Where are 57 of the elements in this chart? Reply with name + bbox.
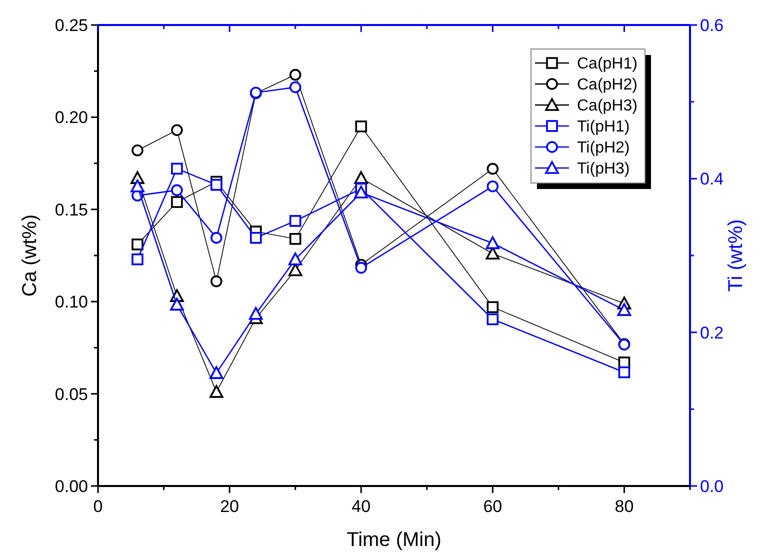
point — [288, 263, 302, 276]
point — [289, 68, 302, 81]
point — [289, 233, 302, 245]
point — [250, 232, 262, 244]
point — [289, 215, 302, 227]
point — [210, 232, 222, 244]
legend-label: Ca(pH1) — [577, 56, 638, 73]
point — [248, 306, 263, 320]
point — [617, 303, 632, 316]
point — [355, 120, 368, 132]
y-tick-label: 0.10 — [54, 292, 88, 312]
point — [354, 186, 368, 198]
point — [171, 162, 183, 175]
point — [618, 366, 630, 378]
point — [210, 385, 224, 398]
point — [210, 178, 222, 191]
y-axis-title: Ca (wt%) — [19, 214, 41, 297]
x-axis-title: Time (Min) — [346, 529, 442, 551]
point — [486, 180, 499, 192]
y2-axis-title: Ti (wt%) — [725, 219, 747, 292]
point — [132, 253, 144, 266]
y2-tick-label: 0.0 — [700, 476, 724, 496]
legend-label: Ti(pH3) — [577, 160, 630, 178]
y2-tick-label: 0.6 — [700, 16, 724, 35]
point — [170, 298, 184, 311]
y-tick-label: 0.15 — [54, 200, 88, 220]
y2-tick-label: 0.4 — [700, 170, 724, 189]
point — [210, 275, 222, 288]
y2-tick-label: 0.2 — [700, 323, 724, 342]
x-tick-label: 80 — [614, 497, 634, 516]
x-tick-label: 0 — [93, 497, 103, 516]
point — [288, 252, 302, 266]
point — [171, 196, 183, 208]
point — [210, 366, 224, 379]
point — [171, 124, 183, 136]
point — [486, 162, 499, 175]
point — [132, 238, 144, 250]
point — [289, 81, 302, 94]
point — [486, 313, 499, 326]
point — [130, 179, 144, 192]
y-tick-label: 0.25 — [54, 16, 88, 35]
legend-label: Ti(pH2) — [577, 140, 630, 157]
legend-label: Ca(pH2) — [577, 76, 638, 94]
point — [486, 236, 500, 250]
point — [355, 262, 368, 274]
x-tick-label: 40 — [352, 497, 371, 516]
x-tick-label: 20 — [220, 497, 240, 516]
y-tick-label: 0.05 — [54, 384, 88, 404]
point — [132, 144, 144, 156]
point — [354, 171, 368, 184]
y-tick-label: 0.20 — [54, 108, 88, 128]
legend-label: Ti(pH1) — [577, 118, 630, 136]
y-tick-label: 0.00 — [54, 476, 88, 496]
x-tick-label: 60 — [483, 497, 502, 516]
legend-label: Ca(pH3) — [577, 98, 638, 115]
point — [171, 184, 183, 196]
point — [486, 301, 499, 314]
